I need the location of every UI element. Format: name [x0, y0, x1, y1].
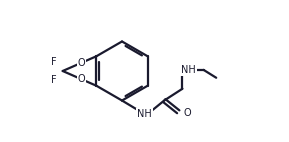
Text: O: O [77, 58, 85, 68]
Text: F: F [51, 57, 57, 67]
Text: O: O [77, 74, 85, 84]
Text: NH: NH [181, 65, 196, 75]
Text: NH: NH [137, 109, 152, 119]
Text: F: F [51, 75, 57, 85]
Text: O: O [183, 108, 191, 118]
